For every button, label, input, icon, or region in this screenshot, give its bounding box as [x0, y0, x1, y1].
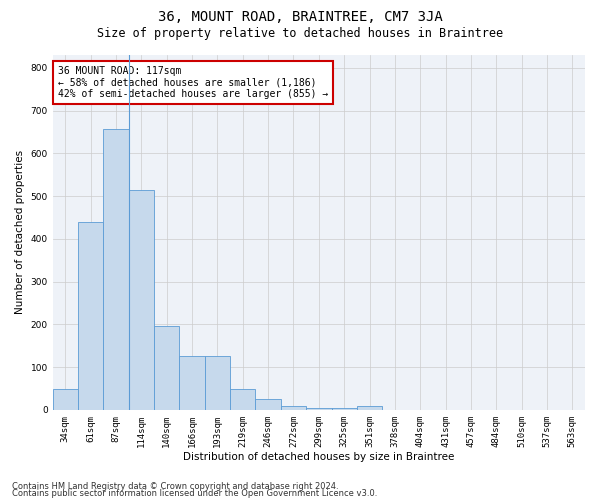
Bar: [179, 356, 205, 410]
Y-axis label: Number of detached properties: Number of detached properties: [15, 150, 25, 314]
Bar: [332, 408, 357, 410]
Text: 36, MOUNT ROAD, BRAINTREE, CM7 3JA: 36, MOUNT ROAD, BRAINTREE, CM7 3JA: [158, 10, 442, 24]
Bar: [129, 190, 154, 410]
Bar: [78, 222, 103, 410]
Bar: [357, 406, 382, 410]
Bar: [205, 356, 230, 410]
Bar: [306, 408, 332, 410]
Text: Size of property relative to detached houses in Braintree: Size of property relative to detached ho…: [97, 28, 503, 40]
Text: Contains public sector information licensed under the Open Government Licence v3: Contains public sector information licen…: [12, 489, 377, 498]
X-axis label: Distribution of detached houses by size in Braintree: Distribution of detached houses by size …: [183, 452, 455, 462]
Text: Contains HM Land Registry data © Crown copyright and database right 2024.: Contains HM Land Registry data © Crown c…: [12, 482, 338, 491]
Bar: [230, 389, 256, 410]
Bar: [53, 390, 78, 410]
Bar: [281, 406, 306, 410]
Text: 36 MOUNT ROAD: 117sqm
← 58% of detached houses are smaller (1,186)
42% of semi-d: 36 MOUNT ROAD: 117sqm ← 58% of detached …: [58, 66, 328, 99]
Bar: [154, 326, 179, 410]
Bar: [103, 128, 129, 410]
Bar: [256, 398, 281, 410]
